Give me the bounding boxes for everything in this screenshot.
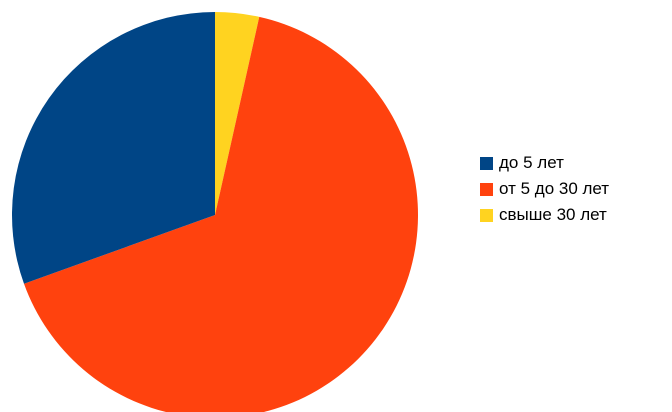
- pie-slice-1: [24, 16, 418, 412]
- pie-slice-2: [11, 12, 215, 284]
- pie-slices: [11, 12, 418, 412]
- legend-swatch-1: [480, 182, 493, 196]
- legend-item-2: свыше 30 лет: [480, 202, 609, 228]
- legend-item-1: от 5 до 30 лет: [480, 176, 609, 202]
- pie-slice-0: [215, 12, 260, 215]
- legend-label-0: до 5 лет: [499, 153, 564, 172]
- legend-item-0: до 5 лет: [480, 150, 609, 176]
- legend-swatch-0: [480, 156, 493, 170]
- legend-label-2: свыше 30 лет: [499, 205, 607, 224]
- legend-label-1: от 5 до 30 лет: [499, 179, 610, 198]
- chart-legend: до 5 лет от 5 до 30 лет свыше 30 лет: [480, 150, 609, 228]
- legend-swatch-2: [480, 208, 493, 222]
